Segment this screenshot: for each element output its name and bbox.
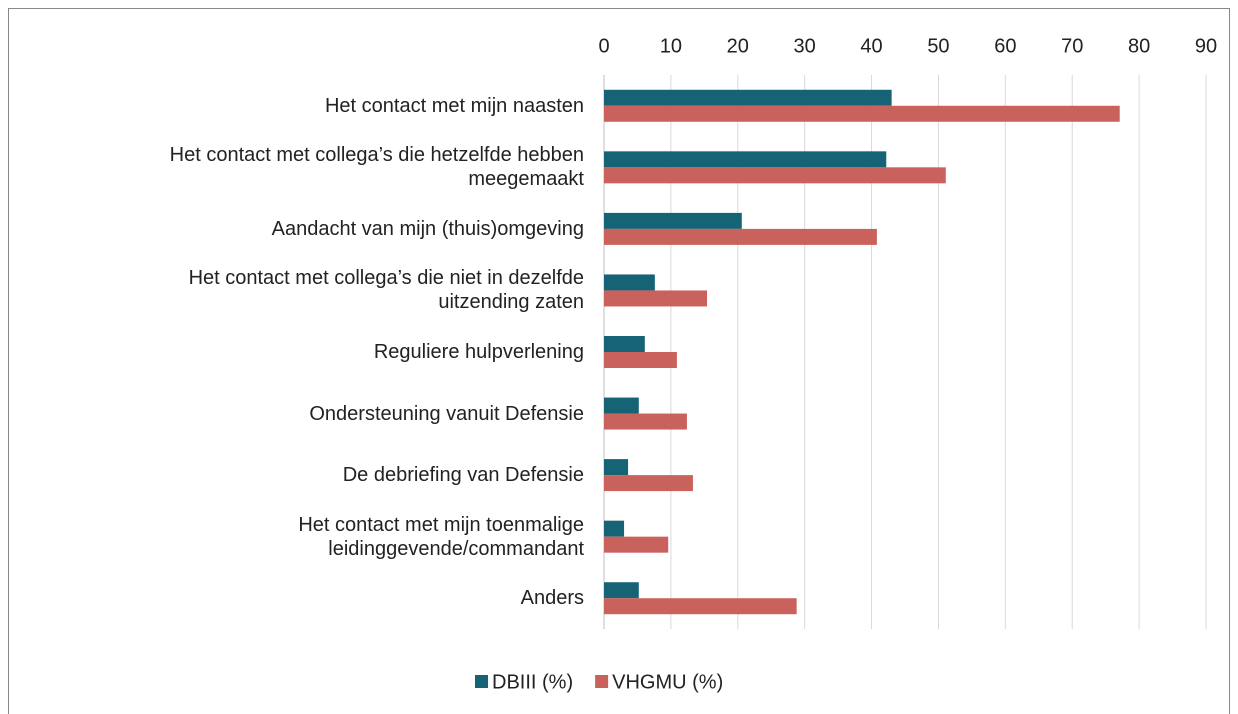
category-label: Het contact met collega’s die niet in de… xyxy=(188,267,584,314)
bar xyxy=(604,105,1120,122)
bar xyxy=(604,475,693,492)
bar xyxy=(604,352,677,368)
bar xyxy=(604,290,708,307)
bar xyxy=(604,167,946,184)
bar xyxy=(604,336,645,352)
category-label: Reguliere hulpverlening xyxy=(373,341,584,363)
legend-label: DBIII (%) xyxy=(492,671,573,693)
bar xyxy=(604,89,892,106)
x-tick-label: 30 xyxy=(794,35,816,57)
legend-swatch xyxy=(595,675,609,688)
bar xyxy=(604,536,669,553)
x-tick-label: 0 xyxy=(598,35,609,57)
bar xyxy=(604,582,639,599)
x-tick-label: 40 xyxy=(860,35,882,57)
x-tick-label: 10 xyxy=(660,35,682,57)
bar xyxy=(604,413,687,430)
category-label: Ondersteuning vanuit Defensie xyxy=(309,402,584,425)
category-label: Het contact met collega’s die hetzelfde … xyxy=(169,144,584,191)
bar xyxy=(604,459,629,476)
category-label: De debriefing van Defensie xyxy=(342,464,584,487)
category-label: Aandacht van mijn (thuis)omgeving xyxy=(271,217,584,240)
x-tick-label: 70 xyxy=(1061,35,1083,57)
x-tick-label: 80 xyxy=(1128,35,1150,57)
x-tick-label: 60 xyxy=(994,35,1016,57)
legend-swatch xyxy=(475,675,488,688)
frame xyxy=(8,8,1230,714)
bar xyxy=(604,520,625,537)
bar xyxy=(604,212,742,229)
x-tick-label: 20 xyxy=(727,35,749,57)
x-tick-label: 50 xyxy=(927,35,949,57)
legend-label: VHGMU (%) xyxy=(612,671,723,693)
bar xyxy=(604,274,655,291)
bar xyxy=(604,228,877,245)
category-label: Het contact met mijn toenmalige leidingg… xyxy=(298,513,584,560)
category-label: Anders xyxy=(520,587,584,610)
x-tick-label: 90 xyxy=(1195,35,1217,57)
bar xyxy=(604,598,797,615)
bar xyxy=(604,151,887,168)
category-label: Het contact met mijn naasten xyxy=(324,94,584,117)
bar xyxy=(604,397,639,414)
